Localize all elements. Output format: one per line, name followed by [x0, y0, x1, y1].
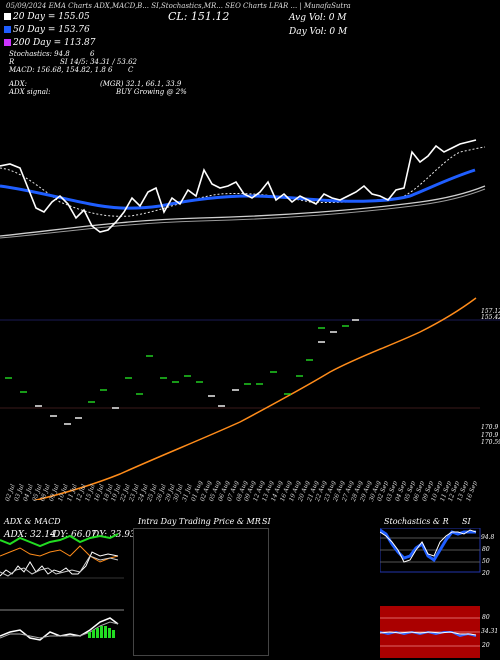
ema20-dotted-line — [0, 146, 486, 217]
stoch-tick-1: 80 — [482, 546, 490, 553]
di-plus-line — [0, 533, 119, 548]
legend-ema50: 50 Day = 153.76 — [4, 25, 90, 35]
day-volume: Day Vol: 0 M — [289, 27, 348, 37]
adx-macd-title: ADX & MACD — [4, 517, 61, 526]
macd-histogram — [88, 626, 115, 638]
rsi-signal-line — [380, 631, 477, 636]
adx-signal-label: ADX signal: — [9, 88, 51, 96]
stoch-rsi-title: Stochastics & R — [384, 517, 449, 526]
stoch-rsi-chart — [380, 528, 481, 658]
macd-right: 6 — [108, 66, 113, 74]
adx-signal-value: BUY Growing @ 2% — [116, 88, 187, 96]
adx-label: ADX: — [9, 80, 28, 88]
rsi-label: R — [9, 58, 15, 66]
ema50-line — [0, 168, 476, 210]
price-label-2: 155.42 — [481, 314, 500, 321]
adx-smooth-line — [0, 555, 119, 577]
main-price-chart — [0, 139, 500, 500]
ema20-swatch-icon — [4, 13, 11, 20]
price-label-5: 170.59 — [481, 439, 500, 446]
price-line — [0, 139, 477, 233]
adx-macd-panel: ADX: 32.14 -DY: 66.07 DY: 33.93 — [0, 526, 136, 660]
stoch-tick-2: 50 — [482, 558, 490, 565]
ema50-label: 50 Day = 153.76 — [13, 25, 90, 35]
band-upper-line — [0, 185, 486, 237]
adx-line — [0, 551, 119, 577]
ema20-label: 20 Day = 155.05 — [13, 12, 90, 22]
legend-ema20: 20 Day = 155.05 — [4, 12, 90, 22]
stoch-tick-3: 20 — [482, 570, 490, 577]
rsi-tick-1: 80 — [482, 614, 490, 621]
intraday-panel — [133, 528, 269, 656]
stoch-right-value: 94.8 — [481, 534, 495, 541]
band-lower-line — [0, 188, 486, 239]
chart-header: 05/09/2024 EMA Charts ADX,MACD,B... SI,S… — [6, 2, 351, 10]
close-price: CL: 151.12 — [168, 10, 230, 23]
rsi-right-value: 34.31 — [481, 628, 499, 635]
di-minus-line — [0, 545, 119, 563]
stoch-rsi-panel: 94.8 80 50 20 80 34.31 20 — [380, 528, 498, 658]
ema50-swatch-icon — [4, 26, 11, 33]
rsi-readout: SI 14/5: 34.31 / 53.62 — [60, 58, 137, 66]
macd-c: C — [128, 66, 134, 74]
adx-value: ADX: 32.14 — [4, 530, 56, 540]
long-trend-line — [33, 297, 477, 500]
price-label-1: 157.12 — [481, 308, 500, 315]
stoch-d-line — [380, 529, 477, 563]
adx-readout: (MGR) 32.1, 66.1, 33.9 — [100, 80, 182, 88]
price-label-4: 170.9 — [481, 432, 499, 439]
stoch-k-line — [380, 528, 476, 563]
ema200-label: 200 Day = 113.87 — [13, 38, 96, 48]
avg-volume: Avg Vol: 0 M — [289, 13, 347, 23]
stoch-rsi-title-right: SI — [462, 517, 471, 526]
rsi-tick-3: 20 — [482, 642, 490, 649]
date-axis: 02 Jul 03 Jul 04 Jul 05 Jul 08 Jul 09 Jul 10 J… — [0, 460, 480, 506]
intraday-title: Intra Day Trading Price & MR — [138, 517, 261, 526]
marker-dashes — [5, 319, 359, 425]
adx-macd-chart — [0, 533, 124, 641]
ema200-swatch-icon — [4, 39, 11, 46]
stochastics-right: 6 — [90, 50, 95, 58]
price-label-3: 170.9 — [481, 424, 499, 431]
macd-readout: MACD: 156.68, 154.82, 1.8 — [9, 66, 106, 74]
intraday-title-right: SI — [262, 517, 271, 526]
stochastics-readout: Stochastics: 94.8 — [9, 50, 70, 58]
legend-ema200: 200 Day = 113.87 — [4, 38, 95, 48]
di-minus-value: -DY: 66.07 — [50, 530, 97, 540]
